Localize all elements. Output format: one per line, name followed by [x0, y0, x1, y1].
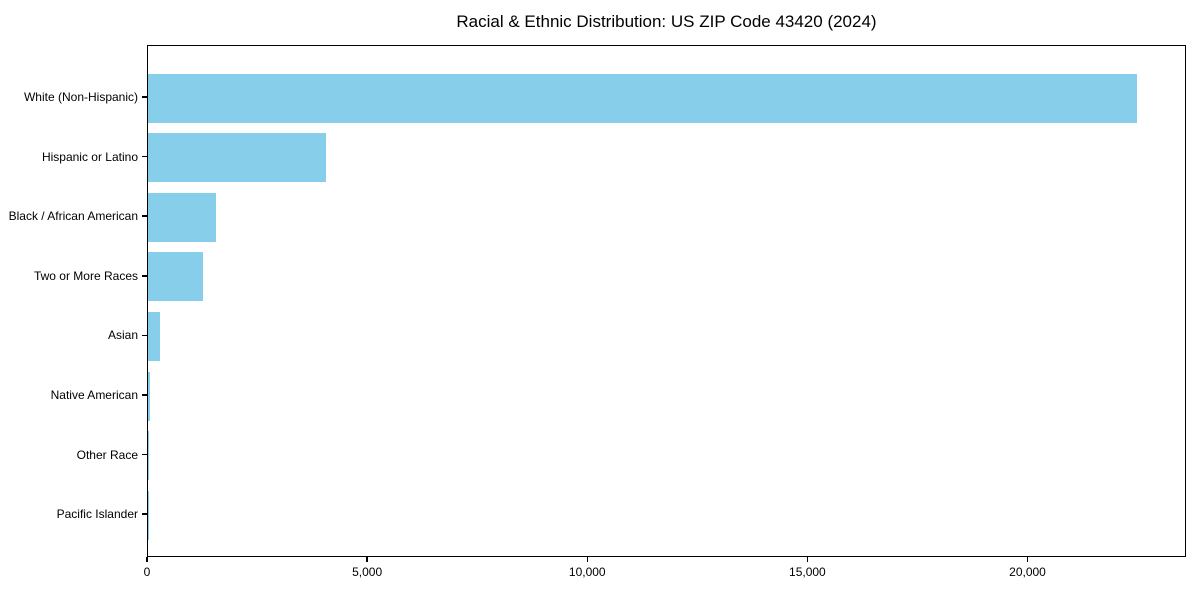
bar-two-or-more-races — [148, 252, 203, 302]
y-tick-mark — [142, 96, 147, 98]
y-tick-label-pacific-islander: Pacific Islander — [56, 507, 138, 522]
x-tick-label-5000: 5,000 — [352, 565, 383, 579]
x-tick-mark — [586, 557, 588, 562]
y-tick-mark — [142, 394, 147, 396]
y-tick-mark — [142, 334, 147, 337]
bar-hispanic-or-latino — [148, 133, 327, 183]
y-tick-label-hispanic-or-latino: Hispanic or Latino — [41, 149, 138, 164]
bar-black-african-american — [148, 192, 217, 242]
y-tick-mark — [142, 215, 147, 217]
y-tick-label-white-non-hispanic: White (Non-Hispanic) — [23, 90, 138, 104]
chart-title: Racial & Ethnic Distribution: US ZIP Cod… — [456, 12, 877, 31]
bar-native-american — [148, 371, 150, 421]
y-tick-label-black-african-american: Black / African American — [8, 209, 138, 224]
y-tick-label-asian: Asian — [107, 328, 138, 343]
y-tick-mark — [142, 453, 147, 456]
x-tick-label-10000: 10,000 — [568, 565, 606, 579]
y-tick-mark — [142, 513, 147, 515]
y-tick-label-two-or-more-races: Two or More Races — [33, 268, 138, 283]
x-tick-mark — [366, 557, 368, 562]
y-tick-label-other-race: Other Race — [76, 447, 138, 462]
y-tick-mark — [142, 155, 147, 158]
x-tick-label-15000: 15,000 — [789, 565, 826, 579]
bar-asian — [148, 311, 160, 361]
plot-area — [147, 45, 1186, 557]
x-tick-mark — [806, 557, 809, 562]
x-tick-label-20000: 20,000 — [1009, 565, 1046, 579]
y-tick-mark — [142, 275, 147, 277]
y-tick-label-native-american: Native American — [50, 388, 138, 402]
bar-other-race — [148, 431, 149, 481]
bar-white-non-hispanic — [148, 73, 1138, 123]
x-tick-label-0: 0 — [143, 565, 151, 579]
x-tick-mark — [146, 557, 148, 562]
x-tick-mark — [1026, 557, 1029, 562]
